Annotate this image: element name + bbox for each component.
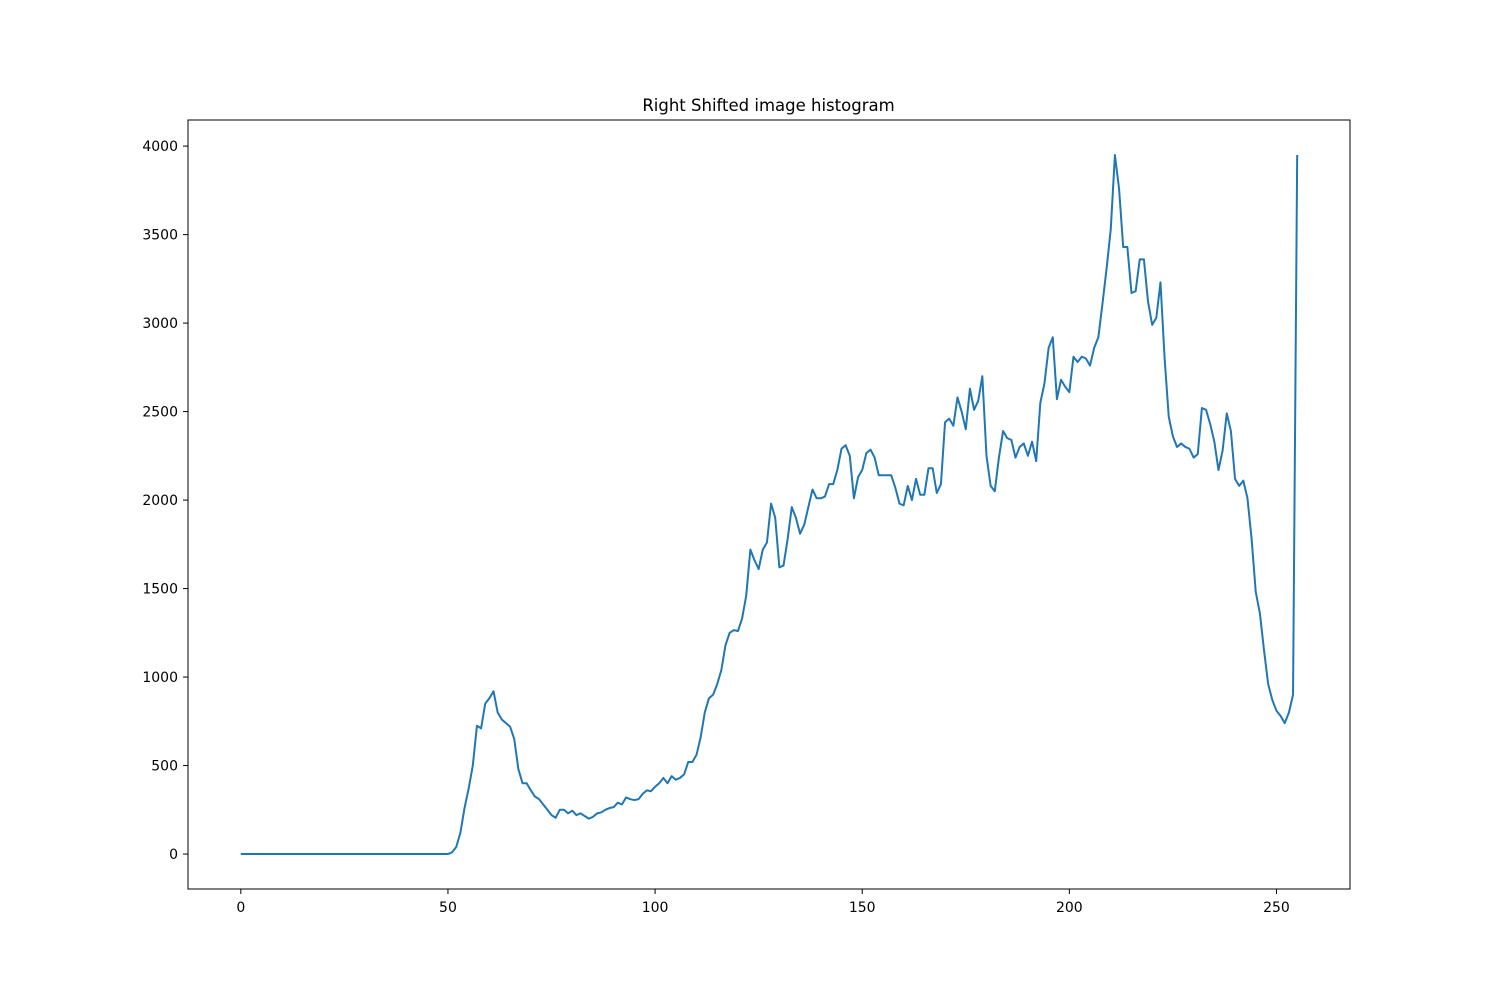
y-axis: 0 500 1000 1500 2000 2500 3000 3500 4000 bbox=[142, 139, 188, 863]
x-tick-label: 250 bbox=[1263, 900, 1290, 916]
y-tick-label: 0 bbox=[169, 847, 178, 863]
y-tick-label: 500 bbox=[151, 759, 178, 775]
chart-title: Right Shifted image histogram bbox=[642, 96, 894, 115]
x-tick-label: 50 bbox=[439, 900, 457, 916]
y-tick-label: 4000 bbox=[142, 139, 178, 155]
series-line-0 bbox=[240, 153, 1299, 856]
y-tick-label: 1000 bbox=[142, 670, 178, 686]
y-tick-label: 2500 bbox=[142, 405, 178, 421]
x-tick-label: 150 bbox=[849, 900, 876, 916]
x-tick-label: 0 bbox=[236, 900, 245, 916]
series-layer bbox=[240, 153, 1299, 856]
y-tick-label: 3000 bbox=[142, 316, 178, 332]
x-tick-label: 200 bbox=[1056, 900, 1083, 916]
y-tick-label: 2000 bbox=[142, 493, 178, 509]
x-axis: 0 50 100 150 200 250 bbox=[236, 889, 1290, 916]
y-tick-label: 1500 bbox=[142, 582, 178, 598]
x-tick-label: 100 bbox=[642, 900, 669, 916]
plot-area-frame bbox=[187, 119, 1351, 890]
y-tick-label: 3500 bbox=[142, 228, 178, 244]
